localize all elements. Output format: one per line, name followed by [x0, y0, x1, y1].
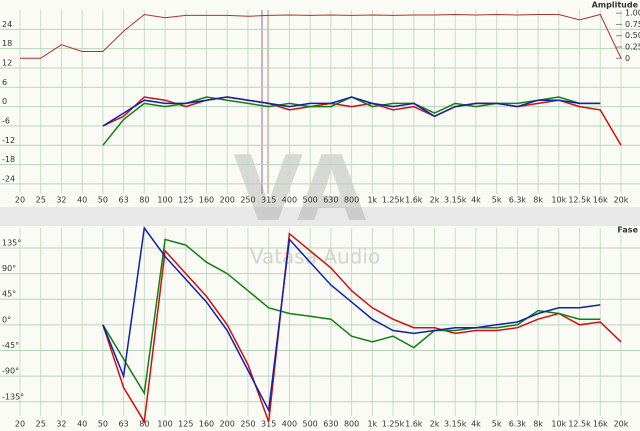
x-tick-label: 80: [139, 420, 149, 429]
y-tick-label: -18: [2, 155, 15, 164]
x-tick-label: 125: [178, 196, 193, 205]
x-tick-label: 125: [178, 420, 193, 429]
y-tick-label: 0: [2, 97, 7, 106]
y-tick-label: -24: [2, 174, 15, 183]
x-tick-label: 12.5k: [568, 420, 591, 429]
x-tick-label: 80: [139, 196, 149, 205]
x-tick-label: 40: [77, 196, 87, 205]
x-tick-label: 10k: [551, 420, 566, 429]
x-tick-label: 20: [15, 196, 25, 205]
y-tick-label: 24: [2, 20, 12, 29]
series-line: [102, 238, 601, 396]
x-tick-label: 3.15k: [444, 196, 467, 205]
x-tick-label: 1.25k: [382, 196, 405, 205]
series-line: [102, 232, 622, 424]
series-line: [102, 96, 601, 127]
x-tick-label: 630: [323, 420, 338, 429]
x-tick-label: 63: [119, 196, 129, 205]
x-tick-label: 16k: [593, 420, 608, 429]
x-tick-label: 250: [240, 196, 255, 205]
y-tick-label: 0°: [2, 315, 11, 324]
y2-tick-label: 0.25: [625, 42, 640, 51]
series-line: [102, 226, 601, 413]
x-tick-label: 6.3k: [509, 196, 527, 205]
y-tick-label: 90°: [2, 264, 16, 273]
series-line: [102, 96, 622, 146]
y-tick-label: 12: [2, 58, 12, 67]
series-line: [20, 13, 622, 59]
x-tick-label: 1k: [367, 420, 377, 429]
watermark: Vatasa Audio: [250, 245, 380, 269]
y-tick-label: -45°: [2, 341, 19, 350]
x-tick-label: 10k: [551, 196, 566, 205]
y-tick-label: 135°: [2, 238, 21, 247]
x-tick-label: 5k: [492, 196, 502, 205]
x-tick-label: 160: [199, 196, 214, 205]
x-tick-label: 8k: [533, 196, 543, 205]
y2-tick-label: 1.00: [625, 9, 640, 18]
x-tick-label: 100: [157, 196, 172, 205]
x-tick-label: 315: [261, 196, 276, 205]
x-tick-label: 6.3k: [509, 420, 527, 429]
x-tick-label: 500: [302, 196, 317, 205]
x-tick-label: 40: [77, 420, 87, 429]
x-tick-label: 100: [157, 420, 172, 429]
x-tick-label: 2k: [430, 420, 440, 429]
x-tick-label: 25: [36, 420, 46, 429]
x-tick-label: 8k: [533, 420, 543, 429]
watermark-logo: VA: [233, 137, 367, 242]
x-tick-label: 800: [344, 420, 359, 429]
x-tick-label: 1k: [367, 196, 377, 205]
x-tick-label: 2k: [430, 196, 440, 205]
panel-bg: [0, 226, 640, 431]
x-tick-label: 800: [344, 196, 359, 205]
x-tick-label: 400: [282, 420, 297, 429]
x-tick-label: 630: [323, 196, 338, 205]
x-tick-label: 16k: [593, 196, 608, 205]
y-tick-label: -90°: [2, 367, 19, 376]
y-tick-label: 45°: [2, 290, 16, 299]
x-tick-label: 63: [119, 420, 129, 429]
x-tick-label: 12.5k: [568, 196, 591, 205]
x-tick-label: 315: [261, 420, 276, 429]
y-tick-label: 18: [2, 39, 12, 48]
y-tick-label: -6: [2, 116, 10, 125]
x-tick-label: 50: [98, 196, 108, 205]
y2-tick-label: 0.50: [625, 31, 640, 40]
x-tick-label: 25: [36, 196, 46, 205]
x-tick-label: 200: [220, 196, 235, 205]
y-tick-label: -12: [2, 136, 15, 145]
x-tick-label: 32: [56, 420, 66, 429]
x-tick-label: 20k: [614, 196, 629, 205]
x-tick-label: 1.6k: [405, 420, 423, 429]
x-tick-label: 20k: [614, 420, 629, 429]
x-tick-label: 1.25k: [382, 420, 405, 429]
x-tick-label: 50: [98, 420, 108, 429]
chart-title: Amplitude: [592, 1, 639, 10]
x-tick-label: 1.6k: [405, 196, 423, 205]
x-tick-label: 200: [220, 420, 235, 429]
y-tick-label: 6: [2, 78, 7, 87]
x-tick-label: 4k: [471, 196, 481, 205]
y2-tick-label: 0.75: [625, 20, 640, 29]
x-tick-label: 250: [240, 420, 255, 429]
chart-title: Fase: [617, 226, 638, 235]
x-tick-label: 5k: [492, 420, 502, 429]
x-tick-label: 500: [302, 420, 317, 429]
x-tick-label: 20: [15, 420, 25, 429]
y2-tick-label: 0: [625, 54, 630, 63]
x-tick-label: 400: [282, 196, 297, 205]
x-tick-label: 160: [199, 420, 214, 429]
x-tick-label: 4k: [471, 420, 481, 429]
y-tick-label: -135°: [2, 392, 24, 401]
x-tick-label: 32: [56, 196, 66, 205]
x-tick-label: 3.15k: [444, 420, 467, 429]
